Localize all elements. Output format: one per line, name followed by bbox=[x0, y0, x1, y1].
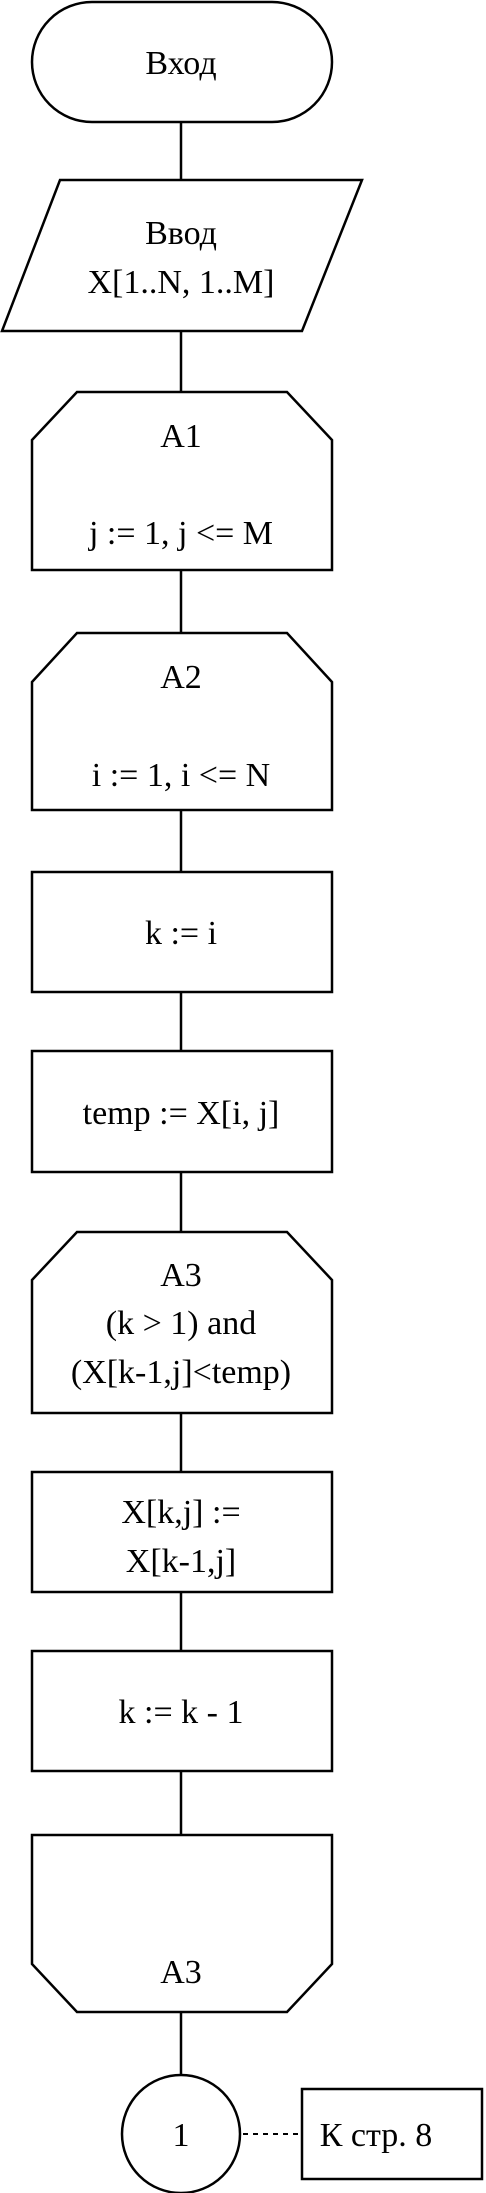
loop-a3-end-name: A3 bbox=[160, 1954, 202, 1991]
loop-a3-end: A3 bbox=[30, 1833, 334, 2014]
loop-a3-name: A3 bbox=[160, 1257, 202, 1294]
process-assign-k: k := i bbox=[30, 870, 334, 994]
loop-a1-begin: A1 j := 1, j <= M bbox=[30, 390, 334, 572]
loop-a3-condition-line1: (k > 1) and bbox=[106, 1305, 256, 1342]
decrement-label: k := k - 1 bbox=[119, 1694, 244, 1731]
start-label: Вход bbox=[145, 45, 216, 82]
process-shift-element: X[k,j] := X[k-1,j] bbox=[30, 1470, 334, 1594]
loop-a3-begin: A3 (k > 1) and (X[k-1,j]<temp) bbox=[30, 1230, 334, 1415]
loop-a2-begin: A2 i := 1, i <= N bbox=[30, 631, 334, 812]
connector-lines bbox=[179, 122, 302, 2135]
process-decrement-k: k := k - 1 bbox=[30, 1649, 334, 1773]
assign-temp-label: temp := X[i, j] bbox=[83, 1095, 280, 1132]
process-assign-temp: temp := X[i, j] bbox=[30, 1049, 334, 1174]
input-block: Ввод X[1..N, 1..M] bbox=[0, 178, 364, 333]
loop-a3-condition-line2: (X[k-1,j]<temp) bbox=[71, 1354, 291, 1391]
page-reference: К стр. 8 bbox=[300, 2087, 484, 2181]
loop-a1-name: A1 bbox=[160, 418, 202, 455]
page-reference-label: К стр. 8 bbox=[320, 2117, 433, 2154]
input-label: Ввод bbox=[145, 215, 217, 252]
loop-a2-name: A2 bbox=[160, 659, 202, 696]
input-array-label: X[1..N, 1..M] bbox=[88, 264, 275, 301]
assign-k-label: k := i bbox=[145, 915, 217, 952]
page-connector: 1 bbox=[120, 2073, 242, 2193]
loop-a2-condition: i := 1, i <= N bbox=[92, 757, 270, 794]
connector-label: 1 bbox=[173, 2117, 190, 2154]
shift-line1: X[k,j] := bbox=[121, 1494, 240, 1531]
start-terminator: Вход bbox=[30, 0, 334, 124]
loop-a1-condition: j := 1, j <= M bbox=[88, 515, 273, 552]
shift-line2: X[k-1,j] bbox=[126, 1543, 236, 1580]
